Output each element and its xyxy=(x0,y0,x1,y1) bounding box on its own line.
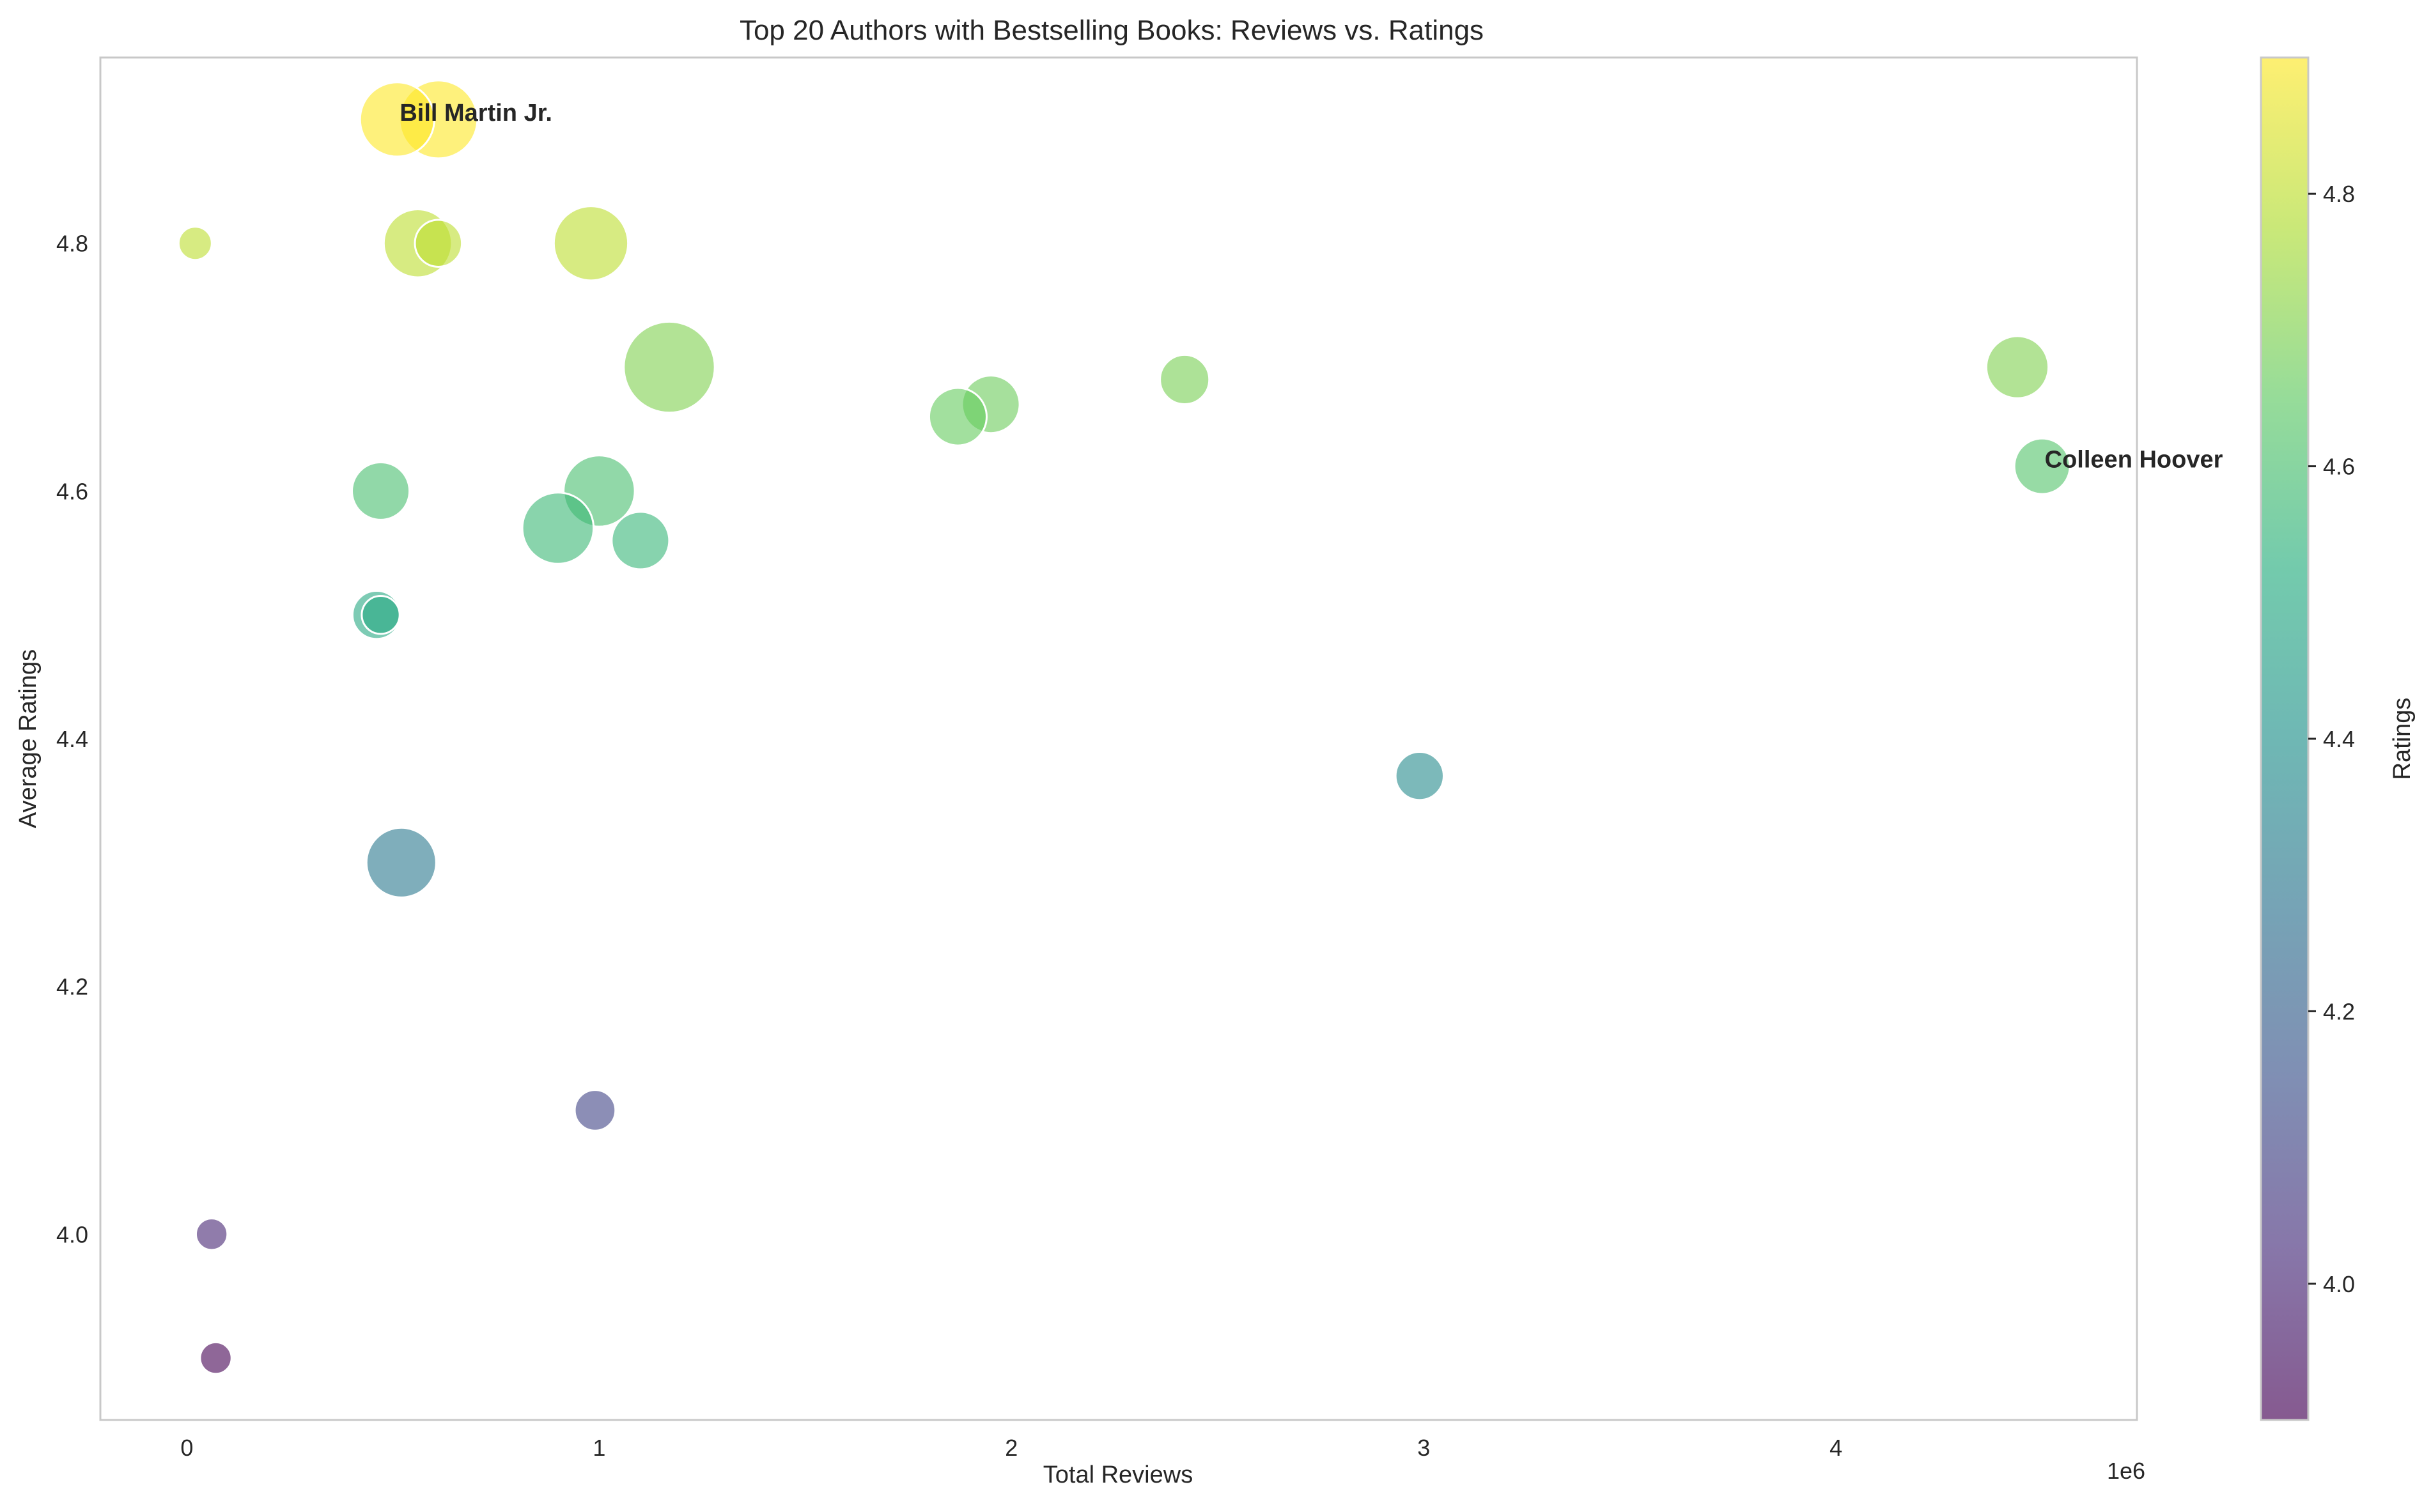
data-point xyxy=(552,205,630,282)
data-point xyxy=(623,320,716,414)
plot-area-frame xyxy=(99,56,2138,1421)
colorbar-tick-label: 4.0 xyxy=(2323,1271,2355,1297)
data-point xyxy=(928,387,988,447)
data-point xyxy=(610,511,671,571)
data-point xyxy=(1985,335,2050,399)
colorbar xyxy=(2261,58,2308,1420)
data-point xyxy=(194,1217,229,1251)
data-point xyxy=(414,219,463,268)
colorbar-tick-label: 4.8 xyxy=(2323,181,2355,207)
y-tick-label: 4.6 xyxy=(56,478,88,504)
x-tick-label: 3 xyxy=(1417,1435,1430,1461)
x-axis-label: Total Reviews xyxy=(1043,1462,1193,1488)
data-points xyxy=(177,79,2071,1375)
data-point xyxy=(351,461,411,521)
annotations: Bill Martin Jr. Colleen Hoover xyxy=(400,100,2223,474)
x-axis-offset-label: 1e6 xyxy=(2107,1458,2145,1484)
colorbar-tick-label: 4.4 xyxy=(2323,726,2355,752)
colorbar-tick-label: 4.2 xyxy=(2323,998,2355,1024)
data-point xyxy=(177,226,213,261)
x-tick-label: 1 xyxy=(593,1435,605,1461)
chart-title: Top 20 Authors with Bestselling Books: R… xyxy=(740,15,1484,46)
data-point xyxy=(359,81,435,158)
data-point xyxy=(521,491,595,565)
y-tick-label: 4.2 xyxy=(56,974,88,1000)
x-tick-label: 0 xyxy=(180,1435,193,1461)
colorbar-label: Ratings xyxy=(2389,698,2416,780)
y-tick-label: 4.8 xyxy=(56,231,88,257)
y-axis-label: Average Ratings xyxy=(15,649,42,828)
y-tick-label: 4.4 xyxy=(56,726,88,752)
x-tick-label: 2 xyxy=(1005,1435,1018,1461)
x-axis-ticks: 0 1 2 3 4 xyxy=(180,1435,1842,1461)
colorbar-ticks: 4.0 4.2 4.4 4.6 4.8 xyxy=(2308,181,2355,1297)
point-annotation: Colleen Hoover xyxy=(2045,447,2223,474)
data-point xyxy=(199,1341,233,1375)
data-point xyxy=(1394,750,1445,801)
data-point xyxy=(2013,437,2071,495)
data-point xyxy=(573,1089,617,1132)
y-axis-ticks: 4.0 4.2 4.4 4.6 4.8 xyxy=(56,231,88,1248)
point-annotation: Bill Martin Jr. xyxy=(400,100,552,127)
data-point xyxy=(365,826,437,899)
colorbar-tick-label: 4.6 xyxy=(2323,454,2355,480)
y-tick-label: 4.0 xyxy=(56,1221,88,1247)
x-tick-label: 4 xyxy=(1829,1435,1842,1461)
data-point xyxy=(1159,353,1211,405)
data-point xyxy=(361,595,401,635)
